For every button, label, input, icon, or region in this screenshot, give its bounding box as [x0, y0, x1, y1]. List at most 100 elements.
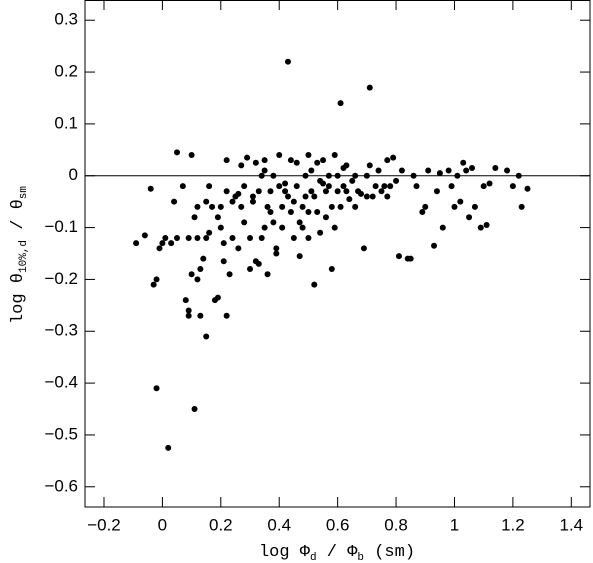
point — [185, 312, 192, 319]
point — [524, 185, 531, 192]
point — [287, 157, 294, 164]
point — [343, 162, 350, 169]
point — [185, 234, 192, 241]
point — [223, 312, 230, 319]
x-tick-label: 0.4 — [267, 515, 291, 534]
x-tick-label: 0.6 — [326, 515, 350, 534]
point — [276, 183, 283, 190]
point — [153, 276, 160, 283]
point — [203, 198, 210, 205]
point — [194, 203, 201, 210]
x-axis-label: log Φd / Φb (sm) — [259, 543, 415, 563]
point — [311, 281, 318, 288]
point — [457, 198, 464, 205]
point — [182, 297, 189, 304]
point — [477, 224, 484, 231]
y-tick-label: 0.2 — [54, 62, 78, 81]
point — [153, 385, 160, 392]
x-tick-label: 0.2 — [209, 515, 233, 534]
point — [463, 167, 470, 174]
point — [305, 234, 312, 241]
x-tick-label: 0.8 — [384, 515, 408, 534]
point — [235, 190, 242, 197]
point — [509, 183, 516, 190]
point — [322, 188, 329, 195]
point — [150, 281, 157, 288]
point — [229, 198, 236, 205]
point — [188, 271, 195, 278]
point — [466, 214, 473, 221]
point — [422, 203, 429, 210]
point — [217, 203, 224, 210]
point — [162, 234, 169, 241]
y-tick-label: 0.1 — [54, 113, 78, 132]
point — [390, 154, 397, 161]
point — [279, 224, 286, 231]
point — [398, 167, 405, 174]
point — [267, 209, 274, 216]
point — [179, 183, 186, 190]
point — [369, 193, 376, 200]
y-tick-label: 0 — [69, 165, 78, 184]
point — [433, 188, 440, 195]
point — [214, 294, 221, 301]
plot-frame — [84, 0, 591, 508]
point — [267, 188, 274, 195]
point — [471, 203, 478, 210]
point — [349, 177, 356, 184]
point — [282, 188, 289, 195]
x-tick-label: 1.4 — [559, 515, 583, 534]
point — [287, 209, 294, 216]
point — [249, 198, 256, 205]
point — [206, 183, 213, 190]
x-tick-label: 1.2 — [501, 515, 525, 534]
x-tick-label: 1 — [450, 515, 459, 534]
point — [261, 224, 268, 231]
y-label-part: sm — [18, 186, 30, 200]
y-axis-label: log θ10%,d / θsm — [9, 186, 30, 324]
point — [220, 258, 227, 265]
point — [337, 203, 344, 210]
point — [203, 234, 210, 241]
point — [206, 229, 213, 236]
x-label-part: (sm) — [364, 543, 415, 562]
point — [244, 154, 251, 161]
point — [410, 172, 417, 179]
point — [436, 170, 443, 177]
point — [454, 172, 461, 179]
point — [191, 406, 198, 413]
point — [174, 149, 181, 156]
point — [252, 159, 259, 166]
point — [197, 266, 204, 273]
point — [290, 234, 297, 241]
point — [159, 240, 166, 247]
y-tick-label: −0.6 — [44, 476, 78, 495]
point — [486, 180, 493, 187]
point — [334, 172, 341, 179]
point — [352, 203, 359, 210]
point — [264, 203, 271, 210]
point — [238, 203, 245, 210]
point — [293, 159, 300, 166]
point — [217, 224, 224, 231]
point — [247, 266, 254, 273]
point — [308, 167, 315, 174]
point — [331, 224, 338, 231]
point — [378, 188, 385, 195]
point — [317, 229, 324, 236]
point — [241, 219, 248, 226]
point — [284, 193, 291, 200]
point — [174, 234, 181, 241]
point — [141, 232, 148, 239]
point — [331, 152, 338, 159]
point — [273, 250, 280, 257]
point — [293, 183, 300, 190]
point — [270, 172, 277, 179]
point — [425, 167, 432, 174]
point — [387, 183, 394, 190]
point — [229, 234, 236, 241]
point — [413, 183, 420, 190]
point — [340, 183, 347, 190]
point — [290, 198, 297, 205]
point — [460, 159, 467, 166]
